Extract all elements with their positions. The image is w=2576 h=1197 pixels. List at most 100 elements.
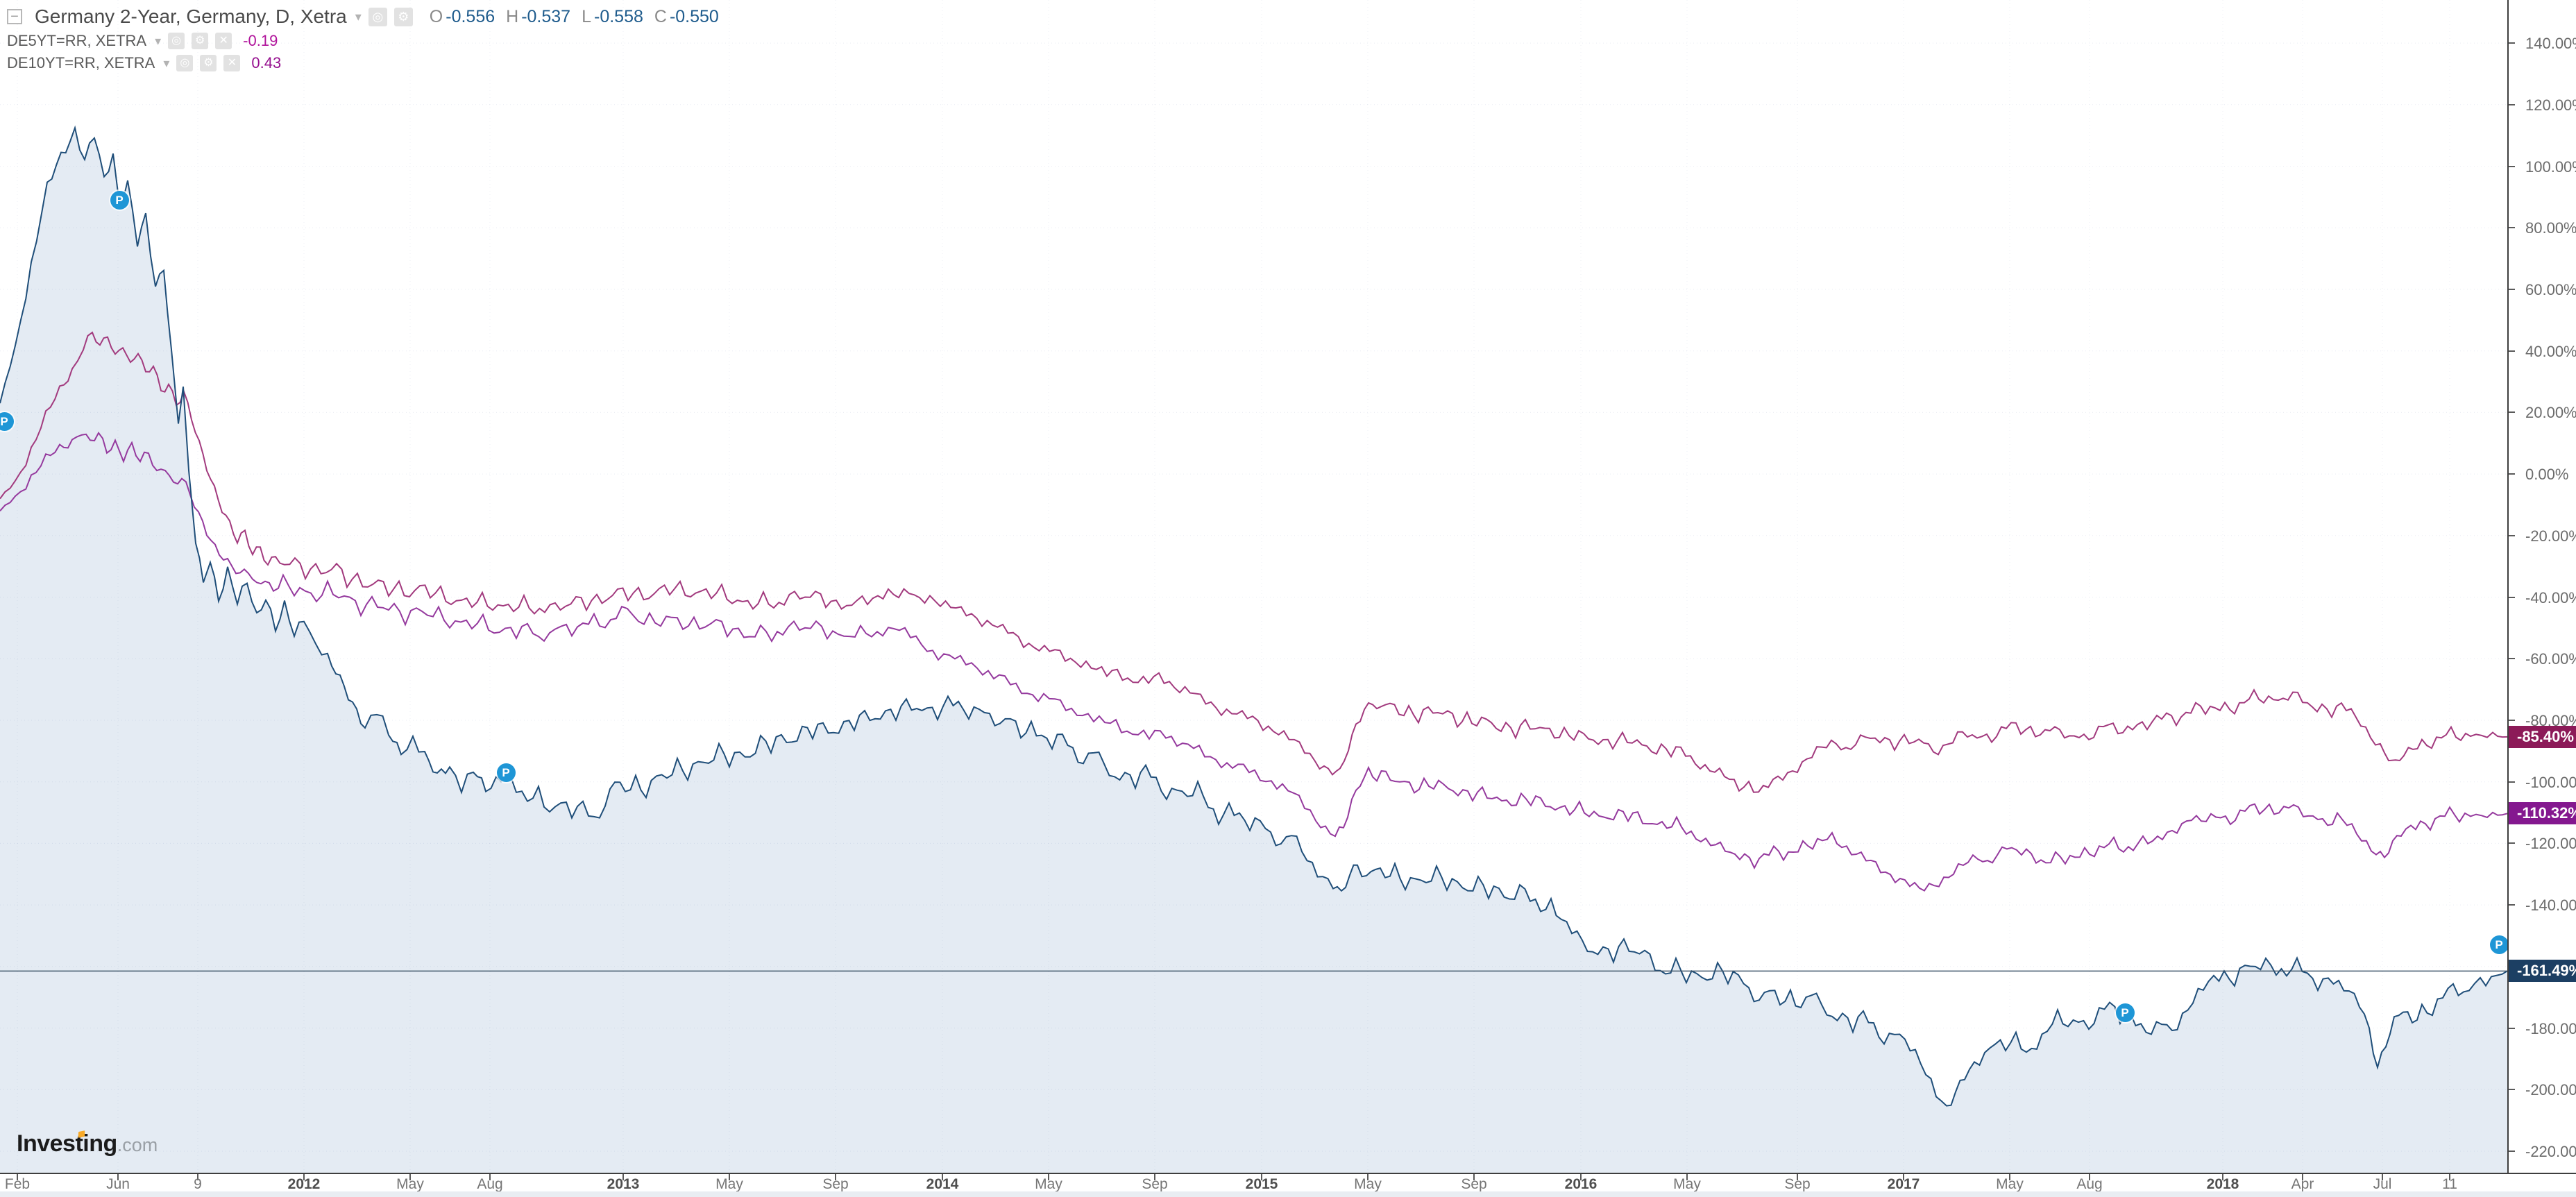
y-axis-label: 20.00% xyxy=(2525,404,2576,422)
y-axis-label: -100.00% xyxy=(2525,773,2576,791)
y-axis-tick xyxy=(2509,658,2515,660)
area-fill xyxy=(0,128,2507,1173)
y-axis-label: -180.00% xyxy=(2525,1019,2576,1037)
close-icon[interactable]: ✕ xyxy=(215,33,232,49)
price-chart-svg xyxy=(0,0,2507,1173)
compare-symbol-label: DE5YT=RR, XETRA xyxy=(7,32,147,49)
x-axis-tick xyxy=(942,1174,943,1180)
x-axis-label: May xyxy=(396,1176,424,1192)
y-axis-tick xyxy=(2509,1150,2515,1152)
gear-icon[interactable]: ⚙ xyxy=(192,33,209,49)
y-axis-tick xyxy=(2509,904,2515,906)
y-axis-label: 120.00% xyxy=(2525,96,2576,114)
y-axis-label: 0.00% xyxy=(2525,466,2569,484)
visibility-icon[interactable]: ◎ xyxy=(368,7,387,26)
y-axis-label: -60.00% xyxy=(2525,650,2576,668)
time-axis[interactable]: Feb Jun 9 2012 May Aug 2013 May Sep 2014 May Sep 201… xyxy=(0,1173,2576,1193)
x-axis-tick xyxy=(1686,1174,1688,1180)
event-marker-icon[interactable]: P xyxy=(496,763,516,782)
price-tag: -161.49% xyxy=(2509,960,2576,983)
close-icon[interactable]: ✕ xyxy=(223,55,241,71)
y-axis-label: -120.00% xyxy=(2525,835,2576,853)
y-axis-label: 60.00% xyxy=(2525,280,2576,298)
x-axis-tick xyxy=(2222,1174,2223,1180)
series-line-de10yt-rr xyxy=(0,331,2507,793)
ohlc-low: L -0.558 xyxy=(582,6,643,26)
x-axis-tick xyxy=(1367,1174,1368,1180)
x-axis-tick xyxy=(2302,1174,2303,1180)
y-axis-label: -20.00% xyxy=(2525,527,2576,545)
ohlc-close: C -0.550 xyxy=(654,6,719,26)
gear-icon[interactable]: ⚙ xyxy=(393,7,413,26)
x-axis-label: May xyxy=(1996,1176,2024,1192)
price-axis[interactable]: 140.00% 120.00% 100.00% 80.00% 60.00% 40.00% 2… xyxy=(2507,0,2576,1173)
event-marker-icon[interactable]: P xyxy=(0,412,14,432)
y-axis-label: 140.00% xyxy=(2525,35,2576,53)
x-axis-label: 9 xyxy=(194,1176,202,1192)
x-axis-tick xyxy=(303,1174,305,1180)
y-axis-label: -200.00% xyxy=(2525,1081,2576,1099)
x-axis-tick xyxy=(1154,1174,1155,1180)
x-axis-tick xyxy=(489,1174,491,1180)
price-tag: -85.40% xyxy=(2509,725,2576,748)
x-axis-label: 11 xyxy=(2442,1176,2457,1192)
compare-last-value: -0.19 xyxy=(243,32,278,49)
compare-symbol-label: DE10YT=RR, XETRA xyxy=(7,54,155,71)
x-axis-label: 2014 xyxy=(926,1176,959,1192)
x-axis-label: 2012 xyxy=(287,1176,321,1192)
x-axis-tick xyxy=(1903,1174,1904,1180)
bottom-border xyxy=(0,1191,2576,1197)
x-axis-tick xyxy=(2449,1174,2450,1180)
y-axis-label: 80.00% xyxy=(2525,219,2576,237)
y-axis-tick xyxy=(2509,473,2515,475)
x-axis-label: Aug xyxy=(477,1176,503,1192)
x-axis-tick xyxy=(622,1174,624,1180)
y-axis-label: -220.00% xyxy=(2525,1142,2576,1160)
ohlc-open: O -0.556 xyxy=(429,6,495,26)
x-axis-label: 2017 xyxy=(1887,1176,1920,1192)
visibility-icon[interactable]: ◎ xyxy=(176,55,194,71)
y-axis-tick xyxy=(2509,103,2515,105)
y-axis-tick xyxy=(2509,1027,2515,1029)
ohlc-readout: O -0.556 H -0.537 L -0.558 C -0.550 xyxy=(430,7,719,27)
y-axis-tick xyxy=(2509,165,2515,167)
x-axis-label: May xyxy=(715,1176,743,1192)
x-axis-tick xyxy=(1048,1174,1049,1180)
chart-plot-area[interactable]: P P P P P xyxy=(0,0,2507,1173)
x-axis-label: Feb xyxy=(4,1176,31,1192)
x-axis-tick xyxy=(409,1174,411,1180)
x-axis-label: 2015 xyxy=(1245,1176,1278,1192)
x-axis-label: Sep xyxy=(1461,1176,1487,1192)
visibility-icon[interactable]: ◎ xyxy=(168,33,185,49)
chevron-down-icon[interactable]: ▾ xyxy=(355,9,362,24)
chevron-down-icon[interactable]: ▾ xyxy=(163,56,170,70)
event-marker-icon[interactable]: P xyxy=(2489,935,2507,955)
x-axis-label: 2013 xyxy=(607,1176,640,1192)
compare-row-de10yt: DE10YT=RR, XETRA ▾ ◎ ⚙ ✕ 0.43 xyxy=(7,54,719,72)
x-axis-label: May xyxy=(1035,1176,1062,1192)
x-axis-tick xyxy=(2382,1174,2383,1180)
y-axis-tick xyxy=(2509,534,2515,536)
series-line-main xyxy=(0,125,2507,1107)
x-axis-tick xyxy=(117,1174,119,1180)
legend: − Germany 2-Year, Germany, D, Xetra ▾ ◎ … xyxy=(7,6,719,76)
event-marker-icon[interactable]: P xyxy=(2115,1003,2135,1022)
x-axis-label: Jul xyxy=(2373,1176,2392,1192)
x-axis-tick xyxy=(17,1174,18,1180)
y-axis-tick xyxy=(2509,350,2515,352)
y-axis-label: 100.00% xyxy=(2525,158,2576,176)
x-axis-label: Sep xyxy=(1142,1176,1168,1192)
collapse-legend-button[interactable]: − xyxy=(7,9,22,24)
logo-suffix-text: .com xyxy=(117,1135,158,1155)
x-axis-label: Jun xyxy=(106,1176,130,1192)
gear-icon[interactable]: ⚙ xyxy=(200,55,217,71)
x-axis-label: May xyxy=(1354,1176,1382,1192)
chevron-down-icon[interactable]: ▾ xyxy=(155,33,162,48)
y-axis-tick xyxy=(2509,411,2515,414)
event-marker-icon[interactable]: P xyxy=(110,190,129,210)
x-axis-tick xyxy=(1797,1174,1798,1180)
investing-logo[interactable]: Investing .com xyxy=(17,1130,158,1157)
x-axis-tick xyxy=(197,1174,198,1180)
main-symbol-row: − Germany 2-Year, Germany, D, Xetra ▾ ◎ … xyxy=(7,6,719,28)
x-axis-label: May xyxy=(1673,1176,1701,1192)
